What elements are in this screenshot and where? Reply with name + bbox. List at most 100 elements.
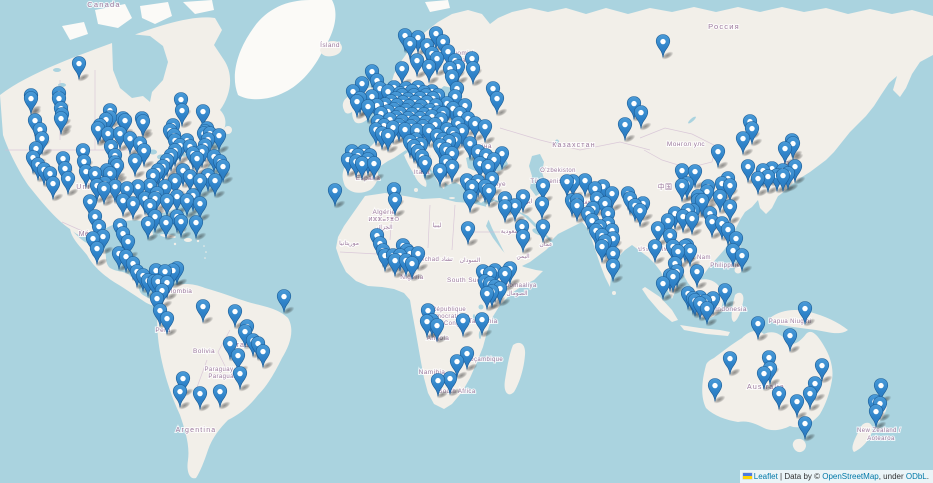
marker-shadow bbox=[179, 231, 192, 240]
marker-shadow bbox=[238, 383, 251, 392]
country-label: Ísland bbox=[320, 40, 340, 49]
country-label: Казахстан bbox=[552, 142, 596, 149]
country-label: 中国 bbox=[658, 182, 673, 191]
marker-shadow bbox=[465, 363, 478, 372]
marker-shadow bbox=[131, 213, 144, 222]
country-label: الصومال bbox=[506, 290, 528, 297]
marker-shadow bbox=[164, 232, 177, 241]
marker-shadow bbox=[282, 306, 295, 315]
land-iceland bbox=[320, 40, 342, 57]
country-label: Indonesia bbox=[715, 306, 747, 313]
marker-shadow bbox=[213, 190, 226, 199]
marker-shadow bbox=[185, 210, 198, 219]
osm-link[interactable]: OpenStreetMap bbox=[822, 472, 879, 481]
marker-shadow bbox=[455, 371, 468, 380]
marker-shadow bbox=[410, 273, 423, 282]
marker-shadow bbox=[775, 185, 788, 194]
marker-shadow bbox=[795, 411, 808, 420]
marker-shadow bbox=[471, 78, 484, 87]
marker-shadow bbox=[261, 361, 274, 370]
marker-shadow bbox=[217, 145, 230, 154]
country-label: République bbox=[432, 307, 467, 313]
marker-shadow bbox=[808, 403, 821, 412]
marker-shadow bbox=[435, 335, 448, 344]
marker-shadow bbox=[641, 213, 654, 222]
country-label: Paraguái bbox=[208, 374, 235, 380]
marker-shadow bbox=[653, 256, 666, 265]
marker-shadow bbox=[716, 161, 729, 170]
marker-shadow bbox=[416, 263, 429, 272]
marker-shadow bbox=[623, 134, 636, 143]
marker-shadow bbox=[611, 275, 624, 284]
country-label: Algérie bbox=[372, 209, 395, 216]
marker-shadow bbox=[165, 292, 178, 301]
country-label: Philippines bbox=[710, 263, 743, 269]
marker-shadow bbox=[386, 145, 399, 154]
country-label: اليمن bbox=[516, 253, 530, 260]
marker-shadow bbox=[713, 395, 726, 404]
country-label: Tchad تشاد bbox=[421, 256, 453, 263]
land-south-america bbox=[157, 284, 292, 479]
country-label: Brasil bbox=[231, 342, 256, 349]
country-label: Paraguay / bbox=[204, 367, 237, 373]
country-label: Papua Niugini bbox=[769, 319, 812, 325]
marker-shadow bbox=[200, 161, 213, 170]
marker-shadow bbox=[521, 246, 534, 255]
attribution-bar: Leaflet | Data by © OpenStreetMap, under… bbox=[739, 470, 933, 483]
marker-shadow bbox=[671, 286, 684, 295]
marker-shadow bbox=[391, 137, 404, 146]
marker-shadow bbox=[690, 228, 703, 237]
ukraine-flag-icon bbox=[742, 472, 752, 479]
country-label: Colombia bbox=[162, 288, 193, 295]
marker-shadow bbox=[218, 401, 231, 410]
marker-shadow bbox=[40, 148, 53, 157]
marker-shadow bbox=[141, 131, 154, 140]
marker-shadow bbox=[101, 246, 114, 255]
country-label: Canada bbox=[87, 0, 120, 9]
marker-shadow bbox=[393, 209, 406, 218]
marker-shadow bbox=[766, 186, 779, 195]
marker-shadow bbox=[639, 122, 652, 131]
country-label: Россия bbox=[708, 22, 740, 31]
marker-shadow bbox=[781, 185, 794, 194]
marker-shadow bbox=[695, 281, 708, 290]
leaflet-link[interactable]: Leaflet bbox=[753, 472, 778, 481]
marker-shadow bbox=[461, 330, 474, 339]
marker-shadow bbox=[661, 293, 674, 302]
marker-shadow bbox=[878, 413, 891, 422]
country-label: Монгол улс bbox=[667, 141, 705, 148]
odbl-link[interactable]: ODbL bbox=[905, 472, 927, 481]
marker-shadow bbox=[77, 73, 90, 82]
land-eurasia bbox=[344, 7, 933, 299]
marker-shadow bbox=[688, 260, 701, 269]
marker-shadow bbox=[750, 138, 763, 147]
marker-shadow bbox=[480, 329, 493, 338]
marker-shadow bbox=[171, 280, 184, 289]
marker-shadow bbox=[372, 173, 385, 182]
marker-shadow bbox=[221, 176, 234, 185]
country-label: Suomi / bbox=[449, 50, 474, 57]
attribution-text: . bbox=[926, 472, 929, 481]
country-label: South Sudan bbox=[447, 277, 489, 284]
marker-shadow bbox=[95, 258, 108, 267]
marker-shadow bbox=[360, 173, 373, 182]
marker-shadow bbox=[820, 375, 833, 384]
marker-shadow bbox=[756, 333, 769, 342]
marker-shadow bbox=[705, 318, 718, 327]
marker-shadow bbox=[333, 200, 346, 209]
marker-shadow bbox=[201, 316, 214, 325]
marker-shadow bbox=[777, 403, 790, 412]
marker-shadow bbox=[468, 206, 481, 215]
marker-shadow bbox=[146, 233, 159, 242]
country-label: موريتانيا bbox=[339, 240, 359, 247]
marker-shadow bbox=[803, 318, 816, 327]
country-label: New Zealand / bbox=[857, 428, 901, 434]
country-label: Perú bbox=[155, 327, 170, 334]
marker-shadow bbox=[723, 300, 736, 309]
marker-shadow bbox=[495, 108, 508, 117]
marker-shadow bbox=[793, 176, 806, 185]
marker-shadow bbox=[438, 180, 451, 189]
marker-shadow bbox=[521, 206, 534, 215]
attribution-text: | Data by © bbox=[777, 472, 823, 481]
